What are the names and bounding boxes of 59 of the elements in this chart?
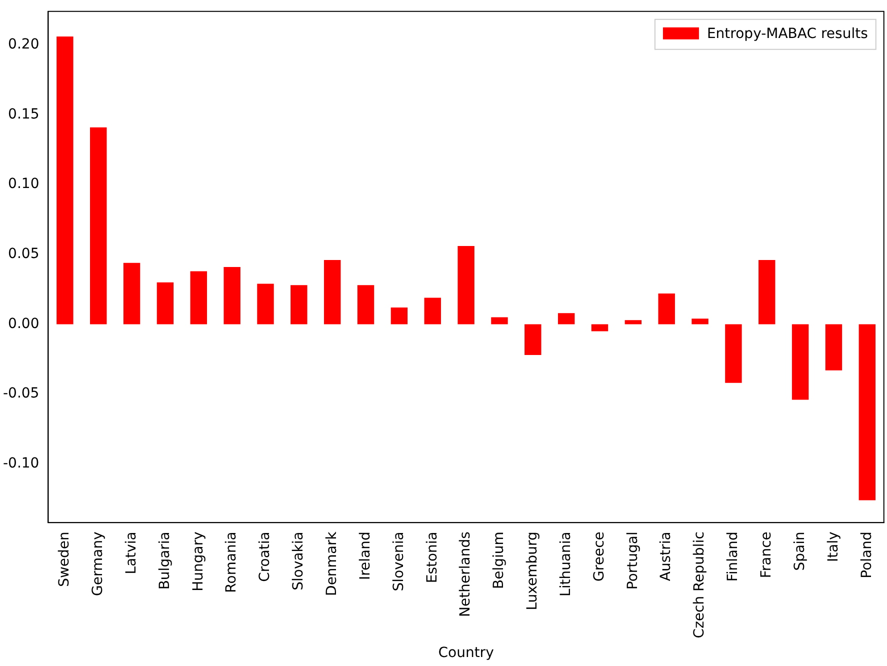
x-tick-label: Germany <box>90 532 106 596</box>
y-tick-label: 0.20 <box>8 36 40 53</box>
bar <box>290 285 308 324</box>
x-tick-label: Slovenia <box>390 532 407 592</box>
x-tick-label: Denmark <box>324 530 340 596</box>
y-tick-label: -0.10 <box>2 456 40 472</box>
y-tick-label: 0.15 <box>8 106 40 122</box>
x-axis-title: Country <box>438 645 494 662</box>
x-tick-label: Poland <box>858 532 875 578</box>
x-tick-label: Latvia <box>123 532 140 574</box>
x-tick-label: Portugal <box>624 532 641 590</box>
bar <box>357 285 374 324</box>
bar <box>858 324 876 500</box>
bar <box>792 324 809 400</box>
x-tick-label: Estonia <box>424 532 440 584</box>
bar <box>591 324 608 332</box>
x-tick-label: Netherlands <box>458 532 474 617</box>
x-tick-label: Ireland <box>357 532 374 580</box>
bar <box>692 318 708 324</box>
x-tick-label: Lithuania <box>558 532 574 596</box>
bar <box>56 36 74 324</box>
x-tick-label: Austria <box>658 532 674 582</box>
bar <box>324 260 341 324</box>
x-tick-label: Czech Republic <box>692 532 708 638</box>
legend-label: Entropy-MABAC results <box>706 26 868 42</box>
x-tick-label: Spain <box>792 532 808 571</box>
x-tick-label: Belgium <box>491 532 508 590</box>
y-tick-label: 0.10 <box>8 176 40 192</box>
x-tick-label: Slovakia <box>290 532 307 590</box>
bar <box>558 313 575 324</box>
y-tick-label: 0.05 <box>8 246 40 262</box>
x-tick-label: France <box>758 532 775 578</box>
bar <box>524 324 542 355</box>
bar <box>257 284 274 324</box>
bar <box>624 320 642 324</box>
x-tick-label: Bulgaria <box>156 532 173 590</box>
bar <box>725 324 742 383</box>
bar <box>224 267 240 324</box>
y-tick-label: 0.00 <box>8 316 40 332</box>
bar <box>90 127 107 324</box>
bar <box>458 246 474 324</box>
bar <box>190 271 207 324</box>
bar <box>658 294 675 324</box>
y-tick-label: -0.05 <box>2 386 40 402</box>
bar <box>123 262 140 324</box>
x-tick-label: Sweden <box>56 532 73 587</box>
bar <box>758 260 776 324</box>
x-tick-label: Romania <box>224 532 240 593</box>
x-tick-label: Finland <box>725 532 742 582</box>
x-tick-label: Hungary <box>190 532 206 592</box>
bar <box>825 324 842 370</box>
bar <box>424 298 441 324</box>
x-tick-label: Italy <box>825 532 842 562</box>
x-tick-label: Luxemburg <box>524 532 541 610</box>
bar <box>156 282 174 324</box>
x-tick-label: Croatia <box>257 532 274 582</box>
bar <box>390 308 408 324</box>
x-tick-label: Greece <box>591 532 608 582</box>
bar <box>491 317 508 324</box>
